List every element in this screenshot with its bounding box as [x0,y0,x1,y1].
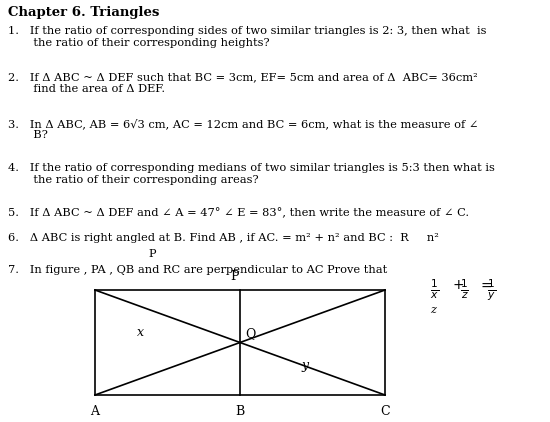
Text: A: A [91,405,100,418]
Text: y: y [301,359,309,371]
Text: x: x [136,326,144,339]
Text: 4.   If the ratio of corresponding medians of two similar triangles is 5:3 then : 4. If the ratio of corresponding medians… [8,163,495,184]
Text: B: B [235,405,245,418]
Text: 3.   In Δ ABC, AB = 6√3 cm, AC = 12cm and BC = 6cm, what is the measure of ∠
   : 3. In Δ ABC, AB = 6√3 cm, AC = 12cm and … [8,118,478,141]
Text: C: C [380,405,390,418]
Text: $=$: $=$ [478,278,493,292]
Text: $\frac{1}{x}$: $\frac{1}{x}$ [430,278,439,301]
Text: 1.   If the ratio of corresponding sides of two similar triangles is 2: 3, then : 1. If the ratio of corresponding sides o… [8,26,487,48]
Text: 5.   If Δ ABC ~ Δ DEF and ∠ A = 47° ∠ E = 83°, then write the measure of ∠ C.: 5. If Δ ABC ~ Δ DEF and ∠ A = 47° ∠ E = … [8,208,469,219]
Text: 7.   In figure , PA , QB and RC are perpendicular to AC Prove that: 7. In figure , PA , QB and RC are perpen… [8,265,387,275]
Text: 2.   If Δ ABC ~ Δ DEF such that BC = 3cm, EF= 5cm and area of Δ  ABC= 36cm²
    : 2. If Δ ABC ~ Δ DEF such that BC = 3cm, … [8,72,478,94]
Text: $\frac{1}{y}$: $\frac{1}{y}$ [487,278,496,303]
Text: z: z [430,305,436,315]
Text: P: P [148,249,156,259]
Text: P: P [231,270,239,283]
Text: $+$: $+$ [452,278,464,292]
Text: Q: Q [245,327,255,341]
Text: $\frac{1}{z}$: $\frac{1}{z}$ [460,278,469,301]
Text: 6.   Δ ABC is right angled at B. Find AB , if AC. = m² + n² and BC :  R     n²: 6. Δ ABC is right angled at B. Find AB ,… [8,233,439,243]
Text: Chapter 6. Triangles: Chapter 6. Triangles [8,6,159,19]
